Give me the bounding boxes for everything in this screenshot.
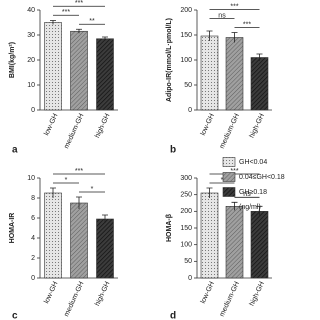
bar <box>96 38 114 111</box>
y-tick-label: 200 <box>180 208 192 215</box>
legend-unit: (ng/ml) <box>239 204 261 211</box>
bar <box>250 211 269 279</box>
x-tick-label: high-GH <box>94 113 111 140</box>
error-bar <box>206 30 213 41</box>
significance-label: *** <box>243 21 251 28</box>
error-bar <box>231 201 238 211</box>
y-tick-label: 0 <box>188 275 192 282</box>
legend-swatch <box>222 172 236 182</box>
error-bar <box>102 214 108 223</box>
bar <box>44 22 62 111</box>
y-tick-label: 0 <box>31 275 35 282</box>
y-axis-label: HOMA-IR <box>9 213 16 244</box>
x-tick-label: low-GH <box>43 113 59 137</box>
x-tick-label: low-GH <box>200 281 216 305</box>
error-bar <box>206 187 213 198</box>
y-tick-label: 0 <box>188 107 192 114</box>
bar <box>200 35 219 111</box>
significance-label: *** <box>75 0 83 7</box>
y-tick-label: 30 <box>27 32 35 39</box>
error-bar <box>256 53 263 61</box>
y-tick-label: 6 <box>31 215 35 222</box>
error-bar <box>76 28 82 34</box>
legend-label: GH≥0.18 <box>239 189 267 196</box>
y-tick-label: 100 <box>180 57 192 64</box>
panel-letter: c <box>12 311 18 320</box>
y-tick-label: 300 <box>180 175 192 182</box>
y-axis-label: Adipo-IR(mmol/L·pmol/L) <box>166 18 173 102</box>
significance-label: ** <box>89 18 95 25</box>
y-axis-label: HOMA-β <box>166 213 173 242</box>
significance-label: *** <box>75 168 83 175</box>
panel-letter: b <box>170 145 176 156</box>
significance-label: *** <box>230 168 238 175</box>
x-tick-label: high-GH <box>94 281 111 308</box>
y-tick-label: 20 <box>27 57 35 64</box>
legend-label: 0.04≤GH<0.18 <box>239 174 285 181</box>
bar <box>44 192 62 279</box>
x-tick-label: high-GH <box>249 281 266 308</box>
y-tick-label: 0 <box>31 107 35 114</box>
bar <box>225 206 244 279</box>
error-bar <box>76 196 82 209</box>
error-bar <box>256 205 263 217</box>
x-tick-label: medium-GH <box>63 281 85 318</box>
x-tick-label: low-GH <box>200 113 216 137</box>
significance-label: ns <box>218 12 226 19</box>
bar <box>200 192 219 279</box>
y-tick-label: 150 <box>180 225 192 232</box>
bar <box>70 202 88 279</box>
error-bar <box>50 187 56 198</box>
bar <box>225 37 244 111</box>
y-tick-label: 10 <box>27 175 35 182</box>
y-tick-label: 40 <box>27 7 35 14</box>
significance-label: * <box>221 177 224 184</box>
significance-label: * <box>91 186 94 193</box>
legend-swatch <box>222 187 236 197</box>
y-tick-label: 10 <box>27 82 35 89</box>
y-tick-label: 100 <box>180 242 192 249</box>
x-tick-label: medium-GH <box>219 113 241 150</box>
y-tick-label: 2 <box>31 255 35 262</box>
significance-label: *** <box>62 9 70 16</box>
significance-label: * <box>65 177 68 184</box>
significance-label: ns <box>243 191 251 198</box>
legend-label: GH<0.04 <box>239 159 267 166</box>
legend-swatch <box>222 157 236 167</box>
y-tick-label: 200 <box>180 7 192 14</box>
panel-letter: a <box>12 145 18 156</box>
y-tick-label: 50 <box>184 82 192 89</box>
x-tick-label: high-GH <box>249 113 266 140</box>
y-tick-label: 50 <box>184 258 192 265</box>
y-tick-label: 150 <box>180 32 192 39</box>
significance-label: *** <box>230 3 238 10</box>
error-bar <box>231 32 238 43</box>
error-bar <box>102 36 108 41</box>
x-tick-label: medium-GH <box>219 281 241 318</box>
bar <box>70 30 88 111</box>
bar <box>250 57 269 111</box>
bar <box>96 218 114 279</box>
x-tick-label: medium-GH <box>63 113 85 150</box>
error-bar <box>50 20 56 25</box>
y-tick-label: 250 <box>180 192 192 199</box>
y-tick-label: 8 <box>31 195 35 202</box>
panel-letter: d <box>170 311 176 320</box>
y-axis-label: BMI(kg/m²) <box>9 42 16 78</box>
x-tick-label: low-GH <box>43 281 59 305</box>
y-tick-label: 4 <box>31 235 35 242</box>
